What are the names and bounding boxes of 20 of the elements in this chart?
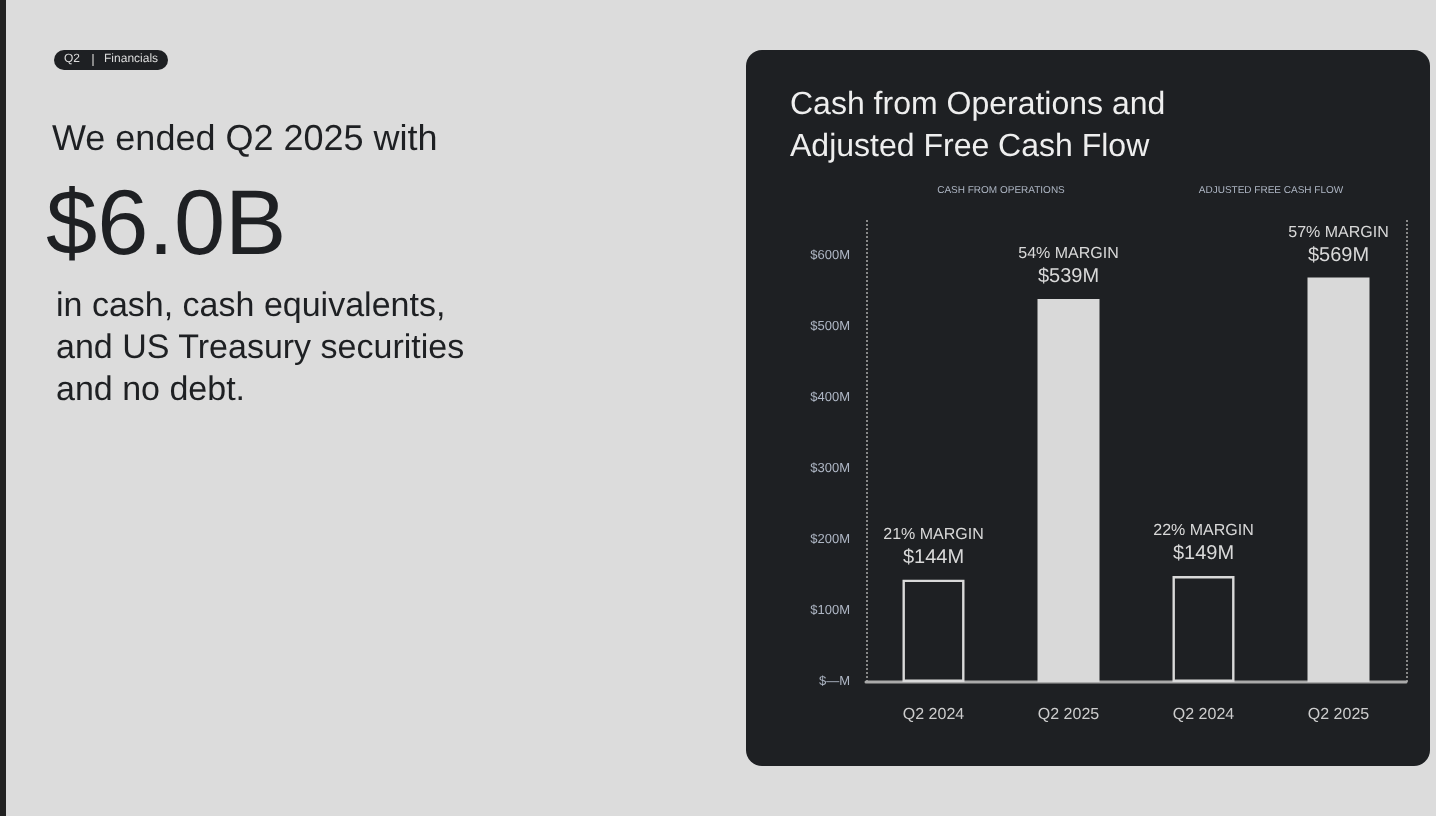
bar	[1172, 576, 1235, 682]
chart-title: Cash from Operations and Adjusted Free Cash Flow	[790, 88, 1166, 164]
x-tick-label: Q2 2025	[1307, 705, 1371, 723]
bar	[902, 579, 965, 682]
annotation: 22% MARGIN	[1153, 521, 1255, 540]
annotation: 57% MARGIN	[1288, 222, 1390, 241]
bar	[1307, 277, 1370, 682]
x-tick-label: Q2 2024	[1172, 705, 1236, 723]
annotation: 21% MARGIN	[883, 524, 985, 543]
text: $6.0B	[46, 168, 287, 276]
data-label: $539M	[1037, 265, 1100, 288]
text: in cash, cash equivalents, and US Treasury securities and no debt.	[56, 284, 465, 410]
text: We ended Q2 2025 with	[52, 118, 438, 160]
annotation: 54% MARGIN	[1018, 243, 1120, 262]
data-label: $144M	[902, 546, 965, 569]
data-label: $569M	[1307, 244, 1370, 267]
bar	[1037, 298, 1100, 682]
x-tick-label: Q2 2025	[1037, 705, 1101, 723]
data-label: $149M	[1172, 543, 1235, 566]
x-tick-label: Q2 2024	[902, 705, 966, 723]
